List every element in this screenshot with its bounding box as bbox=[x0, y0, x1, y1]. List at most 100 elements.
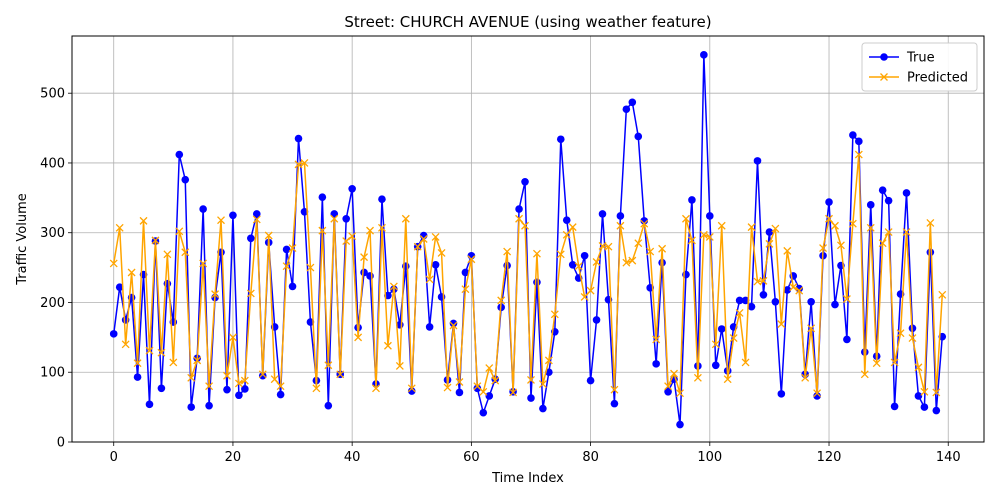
data-point-true bbox=[276, 390, 285, 399]
data-point-predicted bbox=[538, 380, 547, 389]
data-point-predicted bbox=[902, 228, 911, 236]
data-point-true bbox=[664, 387, 672, 396]
y-tick-label: 100 bbox=[40, 366, 65, 381]
x-tick-label: 20 bbox=[225, 450, 242, 465]
data-point-true bbox=[330, 210, 339, 218]
data-point-predicted bbox=[485, 364, 494, 373]
data-point-predicted bbox=[413, 242, 422, 251]
data-point-true bbox=[241, 385, 249, 393]
x-axis: 0 20 40 60 80 100 120 140 bbox=[110, 442, 961, 465]
data-point-predicted bbox=[342, 237, 351, 246]
data-point-true bbox=[449, 319, 458, 328]
data-point-predicted bbox=[664, 382, 673, 391]
data-point-true bbox=[878, 186, 887, 194]
data-point-true bbox=[711, 361, 720, 370]
data-point-true bbox=[795, 284, 804, 293]
data-point-true bbox=[175, 150, 184, 159]
data-point-predicted bbox=[765, 239, 774, 248]
data-point-predicted bbox=[288, 244, 297, 253]
data-point-predicted bbox=[574, 262, 583, 271]
data-point-true bbox=[688, 196, 696, 204]
data-point-true bbox=[288, 282, 297, 291]
data-point-true bbox=[783, 286, 792, 294]
data-point-predicted bbox=[604, 242, 613, 251]
data-point-predicted bbox=[360, 253, 369, 262]
data-point-predicted bbox=[431, 232, 440, 241]
data-point-predicted bbox=[711, 340, 720, 349]
x-tick-label: 140 bbox=[936, 450, 961, 465]
data-point-true bbox=[157, 384, 166, 393]
data-point-true bbox=[890, 402, 899, 411]
data-point-true bbox=[568, 261, 577, 269]
legend-marker-predicted bbox=[880, 73, 888, 81]
data-point-true bbox=[807, 297, 815, 306]
data-point-predicted bbox=[854, 150, 863, 159]
data-point-true bbox=[777, 390, 786, 398]
data-point-predicted bbox=[395, 362, 404, 370]
data-point-predicted bbox=[306, 263, 315, 272]
data-point-predicted bbox=[795, 286, 804, 295]
data-point-true bbox=[735, 296, 744, 305]
data-point-true bbox=[759, 291, 768, 299]
data-point-predicted bbox=[801, 373, 810, 382]
data-point-true bbox=[652, 360, 660, 368]
data-point-predicted bbox=[556, 250, 565, 259]
data-point-predicted bbox=[300, 159, 309, 167]
data-point-true bbox=[932, 406, 941, 415]
data-point-predicted bbox=[401, 214, 410, 223]
data-point-predicted bbox=[592, 258, 601, 266]
data-point-predicted bbox=[372, 384, 380, 393]
data-point-predicted bbox=[687, 236, 696, 245]
data-point-predicted bbox=[109, 259, 118, 268]
data-point-predicted bbox=[503, 247, 512, 256]
data-point-predicted bbox=[699, 230, 708, 239]
data-point-true bbox=[586, 376, 595, 385]
data-point-true bbox=[855, 137, 863, 146]
data-point-true bbox=[229, 211, 237, 220]
data-point-predicted bbox=[449, 321, 458, 330]
data-point-predicted bbox=[783, 246, 792, 255]
y-tick-label: 300 bbox=[40, 226, 65, 241]
data-point-predicted bbox=[276, 382, 285, 391]
data-point-predicted bbox=[437, 248, 446, 257]
plot-frame bbox=[71, 35, 985, 443]
data-point-true bbox=[866, 201, 875, 209]
data-point-true bbox=[199, 205, 207, 213]
series-predicted bbox=[109, 150, 947, 398]
data-point-true bbox=[205, 401, 213, 410]
data-point-predicted bbox=[383, 341, 392, 350]
data-point-true bbox=[378, 195, 386, 204]
data-point-true bbox=[479, 408, 488, 417]
chart-title: Street: CHURCH AVENUE (using weather fea… bbox=[344, 13, 711, 31]
data-point-predicted bbox=[866, 223, 875, 232]
data-point-true bbox=[318, 193, 327, 201]
data-point-predicted bbox=[741, 358, 750, 367]
data-point-predicted bbox=[455, 378, 464, 386]
data-point-predicted bbox=[872, 359, 881, 368]
x-tick-label: 60 bbox=[463, 450, 480, 465]
y-tick-label: 500 bbox=[40, 87, 65, 102]
x-tick-label: 100 bbox=[697, 450, 722, 465]
data-point-predicted bbox=[205, 382, 214, 391]
data-point-predicted bbox=[181, 248, 190, 257]
data-point-predicted bbox=[461, 285, 470, 294]
data-point-predicted bbox=[652, 335, 661, 344]
data-point-true bbox=[813, 392, 821, 400]
legend-label-predicted: Predicted bbox=[907, 71, 968, 86]
data-point-predicted bbox=[682, 214, 690, 223]
data-point-predicted bbox=[640, 219, 649, 228]
data-point-predicted bbox=[789, 283, 798, 292]
data-point-predicted bbox=[544, 356, 553, 365]
data-point-true bbox=[515, 205, 523, 213]
data-point-predicted bbox=[747, 223, 756, 232]
data-point-predicted bbox=[354, 333, 363, 342]
data-point-true bbox=[580, 251, 589, 260]
data-point-predicted bbox=[252, 215, 261, 224]
data-point-predicted bbox=[914, 363, 923, 372]
data-point-predicted bbox=[938, 290, 947, 299]
data-point-predicted bbox=[479, 387, 488, 396]
data-point-predicted bbox=[634, 239, 643, 248]
data-point-true bbox=[461, 268, 470, 277]
data-point-predicted bbox=[646, 247, 655, 256]
data-point-true bbox=[825, 198, 833, 206]
